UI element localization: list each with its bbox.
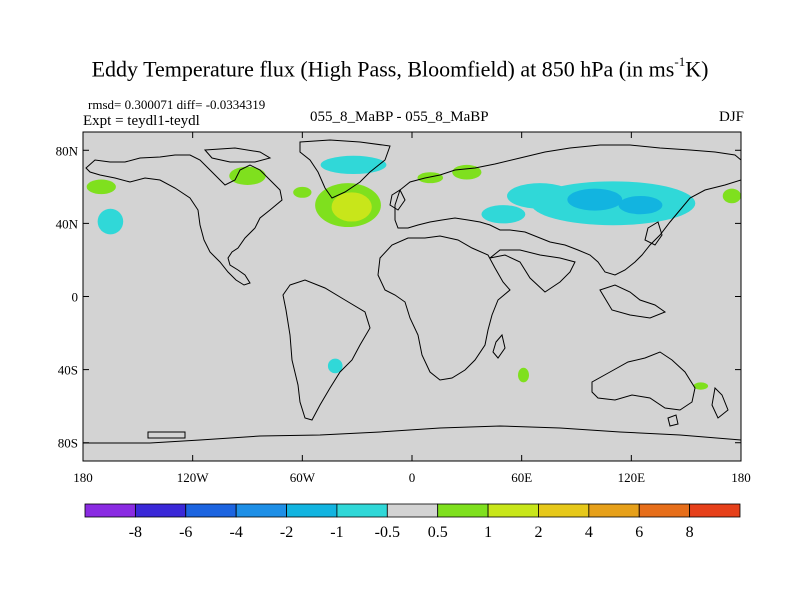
colorbar-swatch <box>538 503 590 518</box>
coastline-arctic-islands <box>203 147 272 163</box>
y-tick-label: 80S <box>58 436 78 451</box>
colorbar-swatch <box>84 503 136 518</box>
colorbar-swatch <box>386 503 439 518</box>
contour-region <box>518 367 529 383</box>
contour-region <box>229 166 266 186</box>
contour-region <box>86 179 116 195</box>
coastline-madagascar <box>492 333 506 359</box>
experiment-label: Expt = teydl1-teydl <box>83 113 200 129</box>
title-main: Eddy Temperature flux (High Pass, Bloomf… <box>91 56 675 82</box>
colorbar-label: 2 <box>534 524 542 541</box>
coastline-antarctic-peninsula <box>147 431 186 439</box>
contour-regions <box>86 155 741 390</box>
x-tick-label: 180 <box>73 470 93 485</box>
colorbar-label: -1 <box>330 524 343 541</box>
coastline-south-america <box>282 279 371 421</box>
y-tick-label: 80N <box>56 143 79 158</box>
contour-region <box>97 208 124 235</box>
coastline-africa <box>377 235 511 381</box>
coastline-se-asia <box>599 284 667 319</box>
coastline-greenland <box>299 139 391 199</box>
coastline-tasmania <box>667 414 679 427</box>
contour-region <box>722 188 741 204</box>
x-tick-label: 60W <box>290 470 316 485</box>
season-label: DJF <box>718 109 744 125</box>
x-tick-label: 0 <box>409 470 416 485</box>
colorbar-label: -6 <box>179 524 192 541</box>
contour-region <box>293 186 312 198</box>
plot-title: Eddy Temperature flux (High Pass, Bloomf… <box>0 54 800 82</box>
title-suffix: K) <box>685 56 709 82</box>
colorbar-label: -2 <box>280 524 293 541</box>
y-tick-label: 40N <box>56 216 79 231</box>
contour-region <box>331 192 372 222</box>
coastline-britain <box>389 189 406 211</box>
contour-region <box>320 155 387 175</box>
y-tick-label: 0 <box>72 290 79 305</box>
colorbar-label: -8 <box>129 524 142 541</box>
coastline-arabia-india <box>489 249 576 293</box>
colorbar-swatch <box>588 503 640 518</box>
colorbar-swatch <box>638 503 691 518</box>
colorbar-label: 1 <box>484 524 492 541</box>
x-tick-label: 120W <box>177 470 210 485</box>
x-tick-label: 120E <box>618 470 646 485</box>
colorbar-label: -0.5 <box>375 524 400 541</box>
title-superscript: -1 <box>674 54 686 69</box>
contour-region <box>417 172 444 184</box>
colorbar-label: -4 <box>229 524 242 541</box>
x-tick-label: 180 <box>731 470 751 485</box>
colorbar-swatch <box>235 503 287 518</box>
colorbar-swatch <box>437 503 489 518</box>
y-tick-label: 40S <box>58 363 78 378</box>
coastline-australia <box>591 351 696 411</box>
colorbar-label: 0.5 <box>428 524 448 541</box>
contour-region <box>618 195 663 215</box>
coastline-japan <box>644 221 663 246</box>
colorbar-swatch <box>134 503 187 518</box>
colorbar-swatch <box>185 503 237 518</box>
colorbar-label: 8 <box>686 524 694 541</box>
colorbar-swatch <box>487 503 539 518</box>
rmsd-label: rmsd= 0.300071 <box>88 97 174 112</box>
center-label: 055_8_MaBP - 055_8_MaBP <box>310 109 489 125</box>
coastline-north-america <box>85 154 283 286</box>
contour-region <box>327 358 343 374</box>
coastline-new-zealand <box>711 386 729 419</box>
stats-line: rmsd= 0.300071 diff= -0.0334319 <box>88 97 265 113</box>
colorbar-swatch <box>286 503 338 518</box>
colorbar-swatch <box>689 503 741 518</box>
contour-region <box>481 205 526 224</box>
contour-region <box>567 188 623 211</box>
contour-region <box>693 382 709 390</box>
axes: 180 120W 60W 0 60E 120E 180 80N 40N 0 40S 80S <box>56 132 751 485</box>
coastline-antarctica <box>83 425 741 461</box>
colorbar-label: 4 <box>585 524 593 541</box>
colorbar: -8 -6 -4 -2 -1 -0.5 0.5 1 2 4 6 8 <box>84 503 741 541</box>
x-tick-label: 60E <box>511 470 532 485</box>
diff-label: diff= -0.0334319 <box>176 97 266 112</box>
coastlines <box>83 139 741 461</box>
colorbar-label: 6 <box>635 524 643 541</box>
colorbar-swatch <box>336 503 388 518</box>
coastline-eurasia <box>394 144 741 276</box>
